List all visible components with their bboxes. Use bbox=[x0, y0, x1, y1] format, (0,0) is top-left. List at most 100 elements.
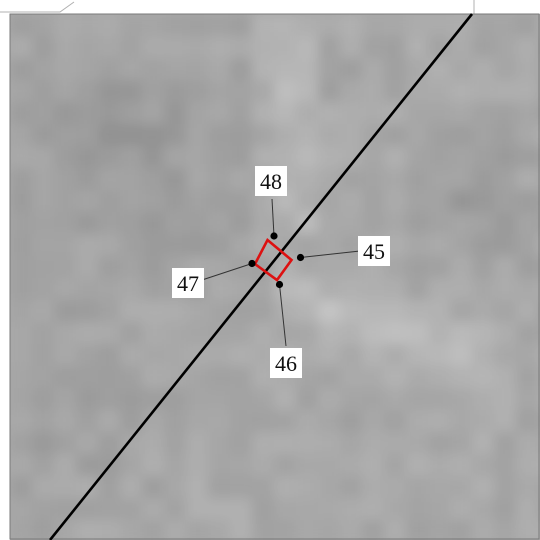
raster-cell bbox=[252, 124, 275, 147]
raster-cell bbox=[76, 388, 99, 411]
raster-cell bbox=[516, 124, 539, 147]
raster-cell bbox=[450, 300, 473, 323]
raster-cell bbox=[76, 278, 99, 301]
raster-cell bbox=[384, 432, 407, 455]
raster-cell bbox=[208, 366, 231, 389]
vertex-point-47[interactable] bbox=[248, 259, 256, 268]
raster-cells bbox=[10, 14, 540, 540]
raster-cell bbox=[384, 14, 407, 37]
label-box-46 bbox=[270, 348, 302, 378]
raster-cell bbox=[494, 102, 517, 125]
raster-cell bbox=[318, 190, 341, 213]
raster-cell bbox=[230, 80, 253, 103]
raster-cell bbox=[274, 454, 297, 477]
vertex-label-48[interactable]: 48 bbox=[255, 166, 287, 196]
raster-cell bbox=[164, 432, 187, 455]
raster-cell bbox=[230, 58, 253, 81]
raster-cell bbox=[76, 168, 99, 191]
label-text-47: 47 bbox=[177, 271, 199, 296]
raster-cell bbox=[428, 366, 451, 389]
raster-cell bbox=[32, 476, 55, 499]
raster-cell bbox=[76, 454, 99, 477]
transect-line[interactable] bbox=[48, 13, 474, 540]
raster-cell bbox=[472, 366, 495, 389]
selected-polygon[interactable] bbox=[253, 237, 294, 282]
raster-cell bbox=[54, 256, 77, 279]
raster-cell bbox=[516, 14, 539, 37]
raster-cell bbox=[230, 278, 253, 301]
raster-cell bbox=[120, 432, 143, 455]
raster-cell bbox=[362, 58, 385, 81]
raster-cell bbox=[208, 498, 231, 521]
raster-cell bbox=[230, 168, 253, 191]
raster-cell bbox=[120, 14, 143, 37]
raster-cell bbox=[76, 300, 99, 323]
raster-cell bbox=[142, 212, 165, 235]
raster-cell bbox=[296, 14, 319, 37]
vertex-label-47[interactable]: 47 bbox=[172, 268, 204, 298]
raster-cell bbox=[120, 102, 143, 125]
raster-cell bbox=[274, 388, 297, 411]
label-text-46: 46 bbox=[275, 351, 297, 376]
raster-cell bbox=[296, 234, 319, 257]
raster-cell bbox=[120, 454, 143, 477]
raster-cell bbox=[98, 36, 121, 59]
vertex-point-48[interactable] bbox=[270, 232, 278, 240]
raster-cell bbox=[428, 146, 451, 169]
raster-cell bbox=[76, 498, 99, 521]
raster-cell bbox=[274, 80, 297, 103]
leader-lines bbox=[201, 198, 361, 347]
raster-cell bbox=[98, 14, 121, 37]
overview-edge-line bbox=[0, 1, 75, 13]
raster-cell bbox=[32, 36, 55, 59]
raster-cell bbox=[296, 58, 319, 81]
raster-cell bbox=[164, 454, 187, 477]
raster-cell bbox=[76, 212, 99, 235]
raster-cell bbox=[428, 102, 451, 125]
vertex-label-45[interactable]: 45 bbox=[358, 236, 390, 266]
raster-cell bbox=[450, 520, 473, 540]
raster-cell bbox=[76, 344, 99, 367]
raster-cell bbox=[120, 190, 143, 213]
raster-cell bbox=[142, 322, 165, 345]
vertex-label-46[interactable]: 46 bbox=[270, 348, 302, 378]
raster-cell bbox=[208, 344, 231, 367]
raster-cell bbox=[252, 278, 275, 301]
raster-cell bbox=[32, 432, 55, 455]
vertex-point-45[interactable] bbox=[296, 253, 305, 262]
raster-cell bbox=[340, 168, 363, 191]
raster-cell bbox=[450, 278, 473, 301]
raster-cell bbox=[406, 432, 429, 455]
raster-cell bbox=[120, 344, 143, 367]
label-text-45: 45 bbox=[363, 239, 385, 264]
raster-imagery bbox=[10, 14, 540, 540]
raster-cell bbox=[428, 36, 451, 59]
raster-cell bbox=[164, 498, 187, 521]
raster-cell bbox=[472, 102, 495, 125]
raster-cell bbox=[296, 520, 319, 540]
raster-cell bbox=[10, 322, 33, 345]
raster-cell bbox=[76, 14, 99, 37]
raster-cell bbox=[76, 80, 99, 103]
raster-cell bbox=[142, 58, 165, 81]
raster-cell bbox=[516, 476, 539, 499]
raster-cell bbox=[516, 212, 539, 235]
raster-cell bbox=[516, 432, 539, 455]
raster-cell bbox=[428, 454, 451, 477]
raster-cell bbox=[384, 80, 407, 103]
raster-cell bbox=[54, 146, 77, 169]
raster-cell bbox=[340, 256, 363, 279]
raster-cell bbox=[10, 168, 33, 191]
raster-cell bbox=[296, 124, 319, 147]
raster-cell bbox=[186, 520, 209, 540]
raster-cell bbox=[164, 234, 187, 257]
raster-cell bbox=[274, 58, 297, 81]
raster-cell bbox=[164, 300, 187, 323]
raster-cell bbox=[186, 234, 209, 257]
raster-cell bbox=[274, 124, 297, 147]
vertex-point-46[interactable] bbox=[275, 280, 284, 289]
raster-cell bbox=[230, 322, 253, 345]
raster-cell bbox=[384, 36, 407, 59]
